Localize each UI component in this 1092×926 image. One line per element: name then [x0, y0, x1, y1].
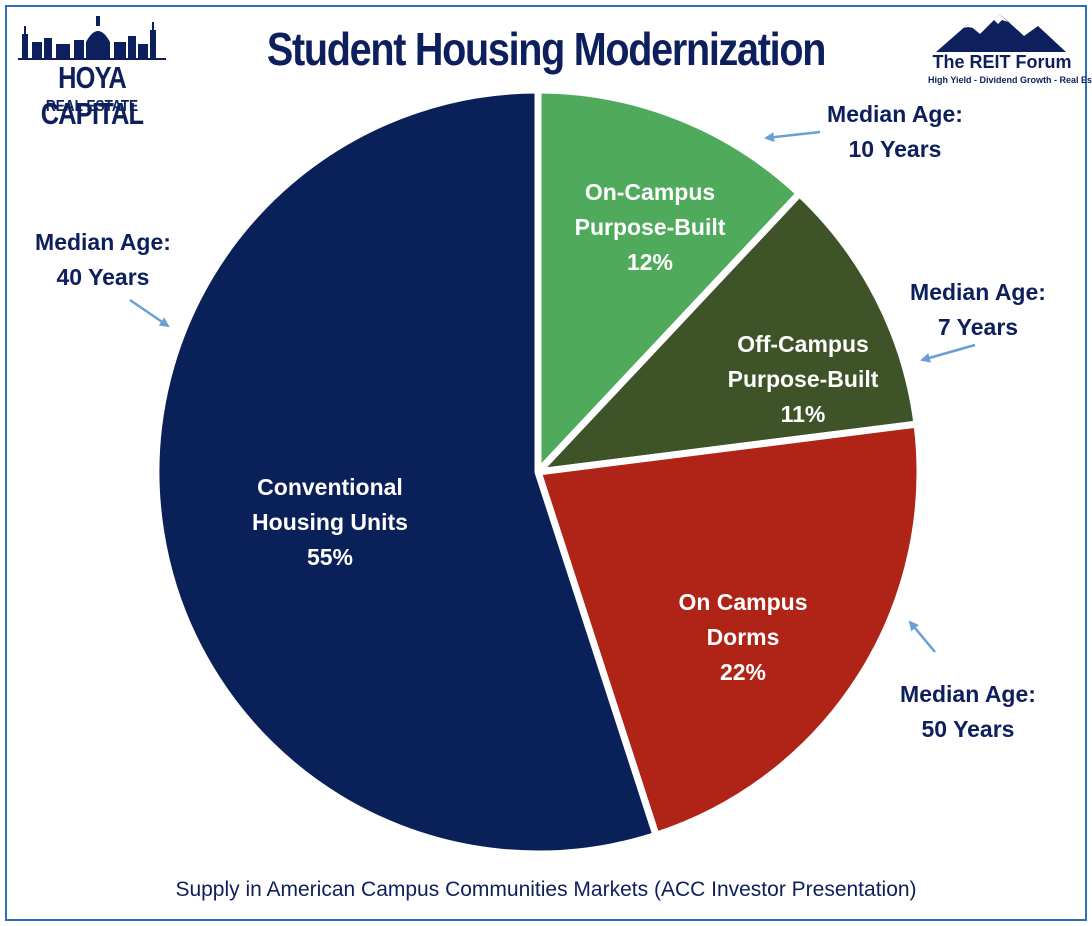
reit-forum-sub: High Yield - Dividend Growth - Real Esta… [928, 75, 1092, 85]
median-age-annotation-on-campus-dorms: Median Age: 50 Years [900, 681, 1036, 742]
pie-slice-on-campus-dorms [534, 420, 924, 839]
capitol-skyline-icon [18, 16, 166, 60]
slice-label-conventional-housing-units: Conventional Housing Units 55% [252, 474, 408, 570]
median-age-annotation-off-campus-purpose-built: Median Age: 7 Years [910, 279, 1046, 340]
hoya-capital-sub: REAL ESTATE [45, 98, 139, 115]
slice-label-off-campus-purpose-built: Off-Campus Purpose-Built 11% [728, 331, 879, 427]
hoya-capital-name: HOYA CAPITAL [40, 60, 144, 131]
pie-slice-conventional-housing-units [152, 86, 660, 858]
slice-label-on-campus-purpose-built: On-Campus Purpose-Built 12% [575, 179, 726, 275]
median-age-annotation-on-campus-purpose-built: Median Age: 10 Years [827, 101, 963, 162]
source-footnote: Supply in American Campus Communities Ma… [175, 878, 917, 901]
hoya-capital-logo: HOYA CAPITAL REAL ESTATE [18, 12, 166, 131]
mountains-icon [936, 14, 1066, 52]
chart-title: Student Housing Modernization [266, 23, 826, 75]
reit-forum-logo: The REIT Forum High Yield - Dividend Gro… [928, 12, 1092, 92]
pie-slice-on-campus-purpose-built [534, 86, 803, 476]
slice-label-on-campus-dorms: On Campus Dorms 22% [678, 589, 807, 685]
annotation-arrow-on-campus-purpose-built [764, 130, 821, 143]
pie-slice-off-campus-purpose-built [534, 190, 921, 476]
median-age-annotation-conventional-housing-units: Median Age: 40 Years [35, 229, 171, 290]
reit-forum-name: The REIT Forum [932, 52, 1072, 72]
annotation-arrow-conventional-housing-units [129, 298, 170, 328]
annotation-arrow-on-campus-dorms [908, 620, 936, 653]
annotation-arrow-off-campus-purpose-built [920, 343, 976, 363]
